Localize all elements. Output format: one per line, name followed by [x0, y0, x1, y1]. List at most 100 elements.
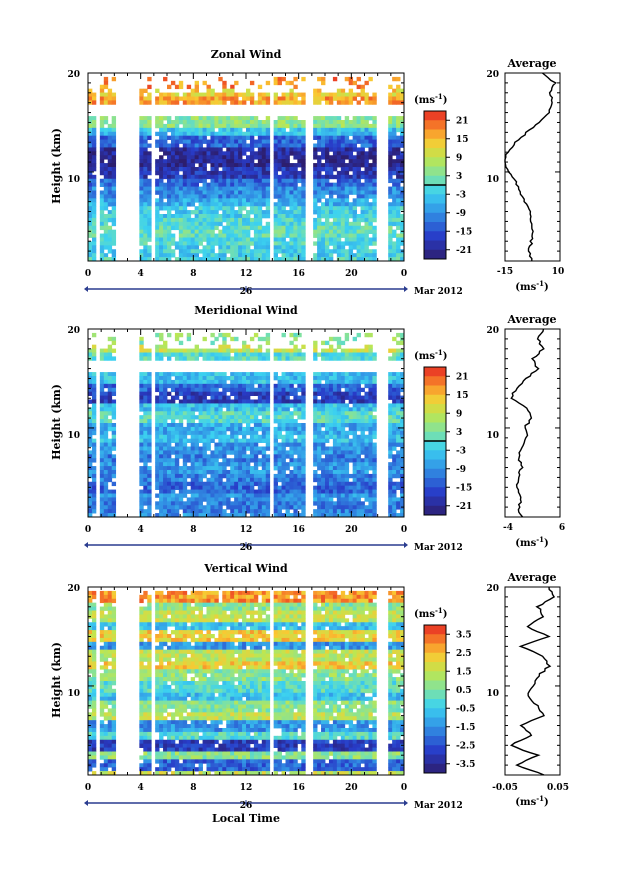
heatmap-cell	[265, 131, 271, 137]
heatmap-cell	[344, 411, 350, 416]
heatmap-cell	[147, 233, 152, 238]
heatmap-cell	[392, 257, 397, 262]
heatmap-cell	[265, 249, 271, 254]
heatmap-cell	[285, 120, 290, 125]
heatmap-cell	[91, 352, 97, 357]
heatmap-cell	[218, 497, 223, 502]
heatmap-cell	[297, 501, 302, 506]
heatmap-cell	[103, 120, 109, 125]
heatmap-cell	[88, 391, 93, 396]
heatmap-cell	[190, 505, 196, 510]
heatmap-cell	[242, 340, 247, 346]
heatmap-cell	[348, 485, 354, 490]
heatmap-cell	[289, 194, 294, 199]
heatmap-cell	[242, 352, 247, 357]
heatmap-cell	[170, 403, 176, 408]
heatmap-cell	[111, 167, 117, 172]
heatmap-cell	[325, 387, 330, 393]
heatmap-cell	[214, 419, 219, 424]
heatmap-cell	[234, 143, 239, 148]
heatmap-cell	[253, 116, 259, 121]
heatmap-cell	[265, 505, 271, 510]
heatmap-cell	[226, 214, 231, 219]
heatmap-cell	[265, 202, 271, 207]
heatmap-cell	[238, 505, 243, 510]
heatmap-cell	[222, 387, 227, 393]
heatmap-cell	[139, 415, 144, 420]
heatmap-cell	[356, 100, 361, 105]
heatmap-cell	[198, 190, 203, 195]
heatmap-cell	[317, 489, 322, 494]
heatmap-cell	[293, 116, 298, 121]
heatmap-cell	[186, 241, 192, 246]
heatmap-cell	[321, 352, 326, 357]
heatmap-cell	[352, 411, 357, 416]
heatmap-cell	[159, 155, 164, 160]
heatmap-cell	[222, 356, 227, 361]
heatmap-cell	[344, 458, 350, 463]
heatmap-cell	[242, 174, 247, 180]
heatmap-cell	[301, 438, 306, 443]
heatmap-cell	[293, 387, 298, 393]
heatmap-cell	[328, 163, 334, 168]
heatmap-cell	[178, 253, 184, 258]
heatmap-cell	[143, 190, 148, 195]
heatmap-cell	[147, 249, 152, 254]
heatmap-cell	[261, 127, 267, 133]
heatmap-cell	[332, 442, 338, 447]
heatmap-cell	[214, 155, 219, 160]
heatmap-cell	[163, 430, 168, 436]
heatmap-cell	[186, 155, 192, 160]
heatmap-cell	[273, 387, 278, 393]
heatmap-cell	[206, 151, 211, 156]
heatmap-cell	[234, 174, 239, 180]
heatmap-cell	[107, 151, 113, 156]
heatmap-cell	[99, 194, 105, 199]
heatmap-cell	[328, 395, 334, 400]
heatmap-cell	[234, 139, 239, 144]
heatmap-cell	[301, 473, 306, 479]
heatmap-cell	[313, 225, 318, 231]
heatmap-cell	[218, 434, 223, 440]
heatmap-cell	[88, 210, 93, 215]
heatmap-cell	[163, 229, 168, 234]
heatmap-cell	[174, 509, 180, 514]
heatmap-cell	[206, 513, 211, 518]
heatmap-cell	[99, 415, 105, 420]
heatmap-cell	[143, 403, 148, 408]
heatmap-cell	[257, 470, 263, 475]
heatmap-cell	[88, 229, 93, 234]
heatmap-cell	[249, 513, 255, 518]
heatmap-cell	[178, 217, 184, 223]
heatmap-cell	[159, 135, 164, 140]
heatmap-cell	[238, 170, 243, 176]
heatmap-cell	[174, 446, 180, 451]
heatmap-cell	[313, 170, 318, 176]
heatmap-cell	[372, 135, 377, 140]
heatmap-cell	[226, 155, 231, 160]
heatmap-cell	[194, 139, 199, 144]
heatmap-cell	[198, 221, 203, 227]
heatmap-cell	[253, 198, 259, 203]
heatmap-cell	[234, 466, 239, 471]
heatmap-cell	[107, 419, 113, 424]
heatmap-cell	[159, 131, 164, 137]
heatmap-cell	[206, 446, 211, 451]
heatmap-cell	[293, 76, 298, 82]
heatmap-cell	[194, 434, 199, 440]
heatmap-cell	[328, 458, 334, 463]
heatmap-cell	[364, 139, 369, 144]
heatmap-cell	[182, 233, 188, 238]
heatmap-cell	[107, 182, 113, 187]
heatmap-cell	[206, 139, 211, 144]
heatmap-cell	[301, 120, 306, 125]
heatmap-cell	[249, 336, 255, 342]
heatmap-cell	[143, 470, 148, 475]
heatmap-cell	[190, 438, 196, 443]
heatmap-cell	[182, 229, 188, 234]
heatmap-cell	[186, 135, 192, 140]
heatmap-cell	[317, 481, 322, 487]
heatmap-cell	[277, 356, 282, 361]
heatmap-cell	[174, 190, 180, 195]
heatmap-cell	[194, 170, 199, 176]
